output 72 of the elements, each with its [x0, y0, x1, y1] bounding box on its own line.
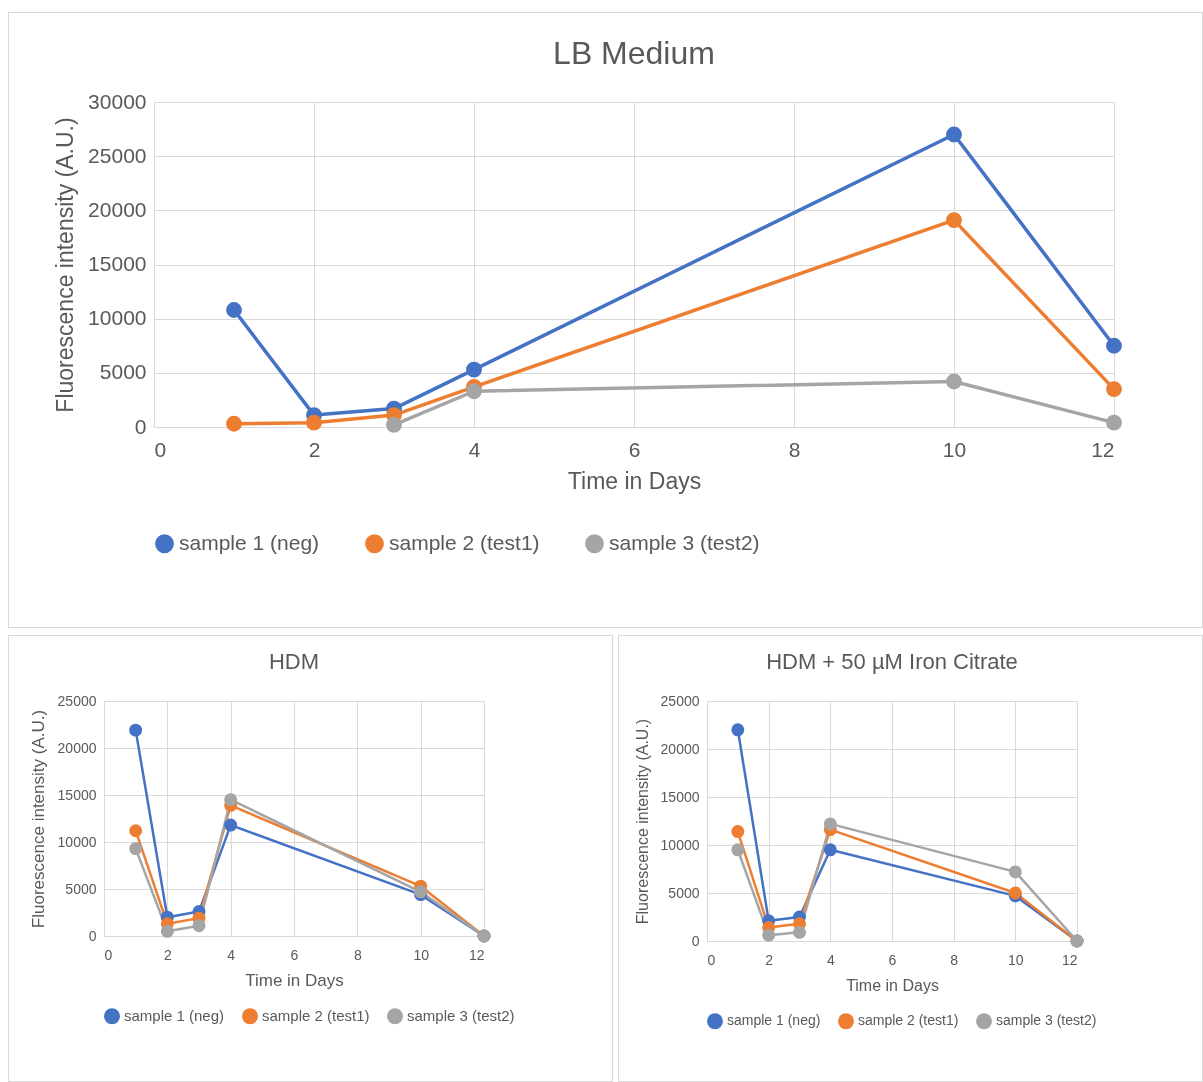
x-tick-label: 10	[1008, 951, 1024, 968]
x-tick-label: 12	[468, 946, 485, 963]
x-tick-label: 6	[290, 946, 299, 963]
point	[823, 843, 837, 857]
chart-title: LB Medium	[553, 35, 715, 71]
y-tick-label: 10000	[660, 836, 700, 853]
point	[731, 723, 745, 737]
y-tick-label: 0	[134, 414, 147, 438]
point	[823, 817, 837, 831]
x-axis-title: Time in Days	[245, 970, 344, 990]
legend-label: sample 3 (test2)	[609, 530, 760, 554]
x-tick-label: 0	[707, 951, 716, 968]
y-tick-label: 20000	[88, 197, 147, 221]
y-tick-label: 15000	[88, 252, 147, 275]
y-tick-label: 10000	[57, 833, 97, 850]
y-tick-label: 15000	[660, 788, 700, 805]
legend-label: sample 2 (test1)	[262, 1007, 370, 1025]
legend-label: sample 2 (test1)	[858, 1012, 959, 1029]
x-tick-label: 6	[628, 437, 641, 461]
y-tick-label: 25000	[57, 692, 97, 709]
point	[192, 919, 206, 933]
x-tick-label: 8	[788, 437, 801, 461]
x-tick-label: 12	[1091, 437, 1115, 461]
x-tick-label: 2	[308, 437, 321, 461]
point	[129, 824, 143, 838]
legend-label: sample 3 (test2)	[996, 1012, 1097, 1029]
y-tick-label: 25000	[660, 692, 700, 709]
y-tick-label: 5000	[99, 360, 147, 384]
legend-label: sample 1 (neg)	[124, 1007, 225, 1025]
y-tick-label: 15000	[57, 786, 97, 803]
y-tick-label: 0	[88, 927, 97, 944]
point	[762, 928, 776, 942]
x-tick-label: 2	[163, 946, 172, 963]
x-tick-label: 8	[950, 951, 959, 968]
y-tick-label: 10000	[88, 306, 147, 330]
point	[793, 925, 806, 939]
legend-label: sample 1 (neg)	[727, 1012, 821, 1029]
y-axis-title: Fluorescence intensity (A.U.)	[28, 709, 48, 929]
y-tick-label: 5000	[65, 880, 97, 897]
x-tick-label: 4	[227, 946, 236, 963]
point	[160, 924, 174, 938]
chart-title: HDM	[268, 649, 320, 674]
point	[224, 818, 238, 832]
chart-title: HDM + 50 µM Iron Citrate	[766, 649, 1018, 674]
y-tick-label: 5000	[668, 884, 700, 901]
point	[224, 793, 238, 807]
x-tick-label: 12	[1061, 951, 1078, 968]
point	[1008, 865, 1022, 879]
x-tick-label: 2	[765, 951, 774, 968]
x-tick-label: 4	[468, 437, 481, 461]
y-axis-title: Fluorescence intensity (A.U.)	[52, 117, 79, 413]
point	[731, 825, 745, 839]
point	[129, 723, 143, 737]
y-tick-label: 20000	[660, 740, 700, 757]
x-tick-label: 10	[942, 437, 967, 461]
y-tick-label: 0	[691, 932, 700, 949]
point	[129, 842, 143, 856]
y-axis-title: Fluorescence intensity (A.U.)	[633, 718, 651, 925]
legend-label: sample 3 (test2)	[407, 1007, 515, 1025]
y-tick-label: 30000	[88, 89, 147, 113]
x-tick-label: 8	[353, 946, 362, 963]
x-axis-title: Time in Days	[567, 467, 702, 494]
x-tick-label: 0	[154, 437, 167, 461]
y-tick-label: 20000	[57, 739, 97, 756]
x-axis-title: Time in Days	[846, 976, 939, 994]
x-tick-label: 6	[888, 951, 897, 968]
legend-label: sample 1 (neg)	[179, 530, 320, 554]
x-tick-label: 10	[413, 946, 430, 963]
point	[731, 843, 745, 857]
legend-label: sample 2 (test1)	[389, 530, 540, 554]
x-tick-label: 4	[826, 951, 835, 968]
y-tick-label: 25000	[88, 143, 147, 167]
